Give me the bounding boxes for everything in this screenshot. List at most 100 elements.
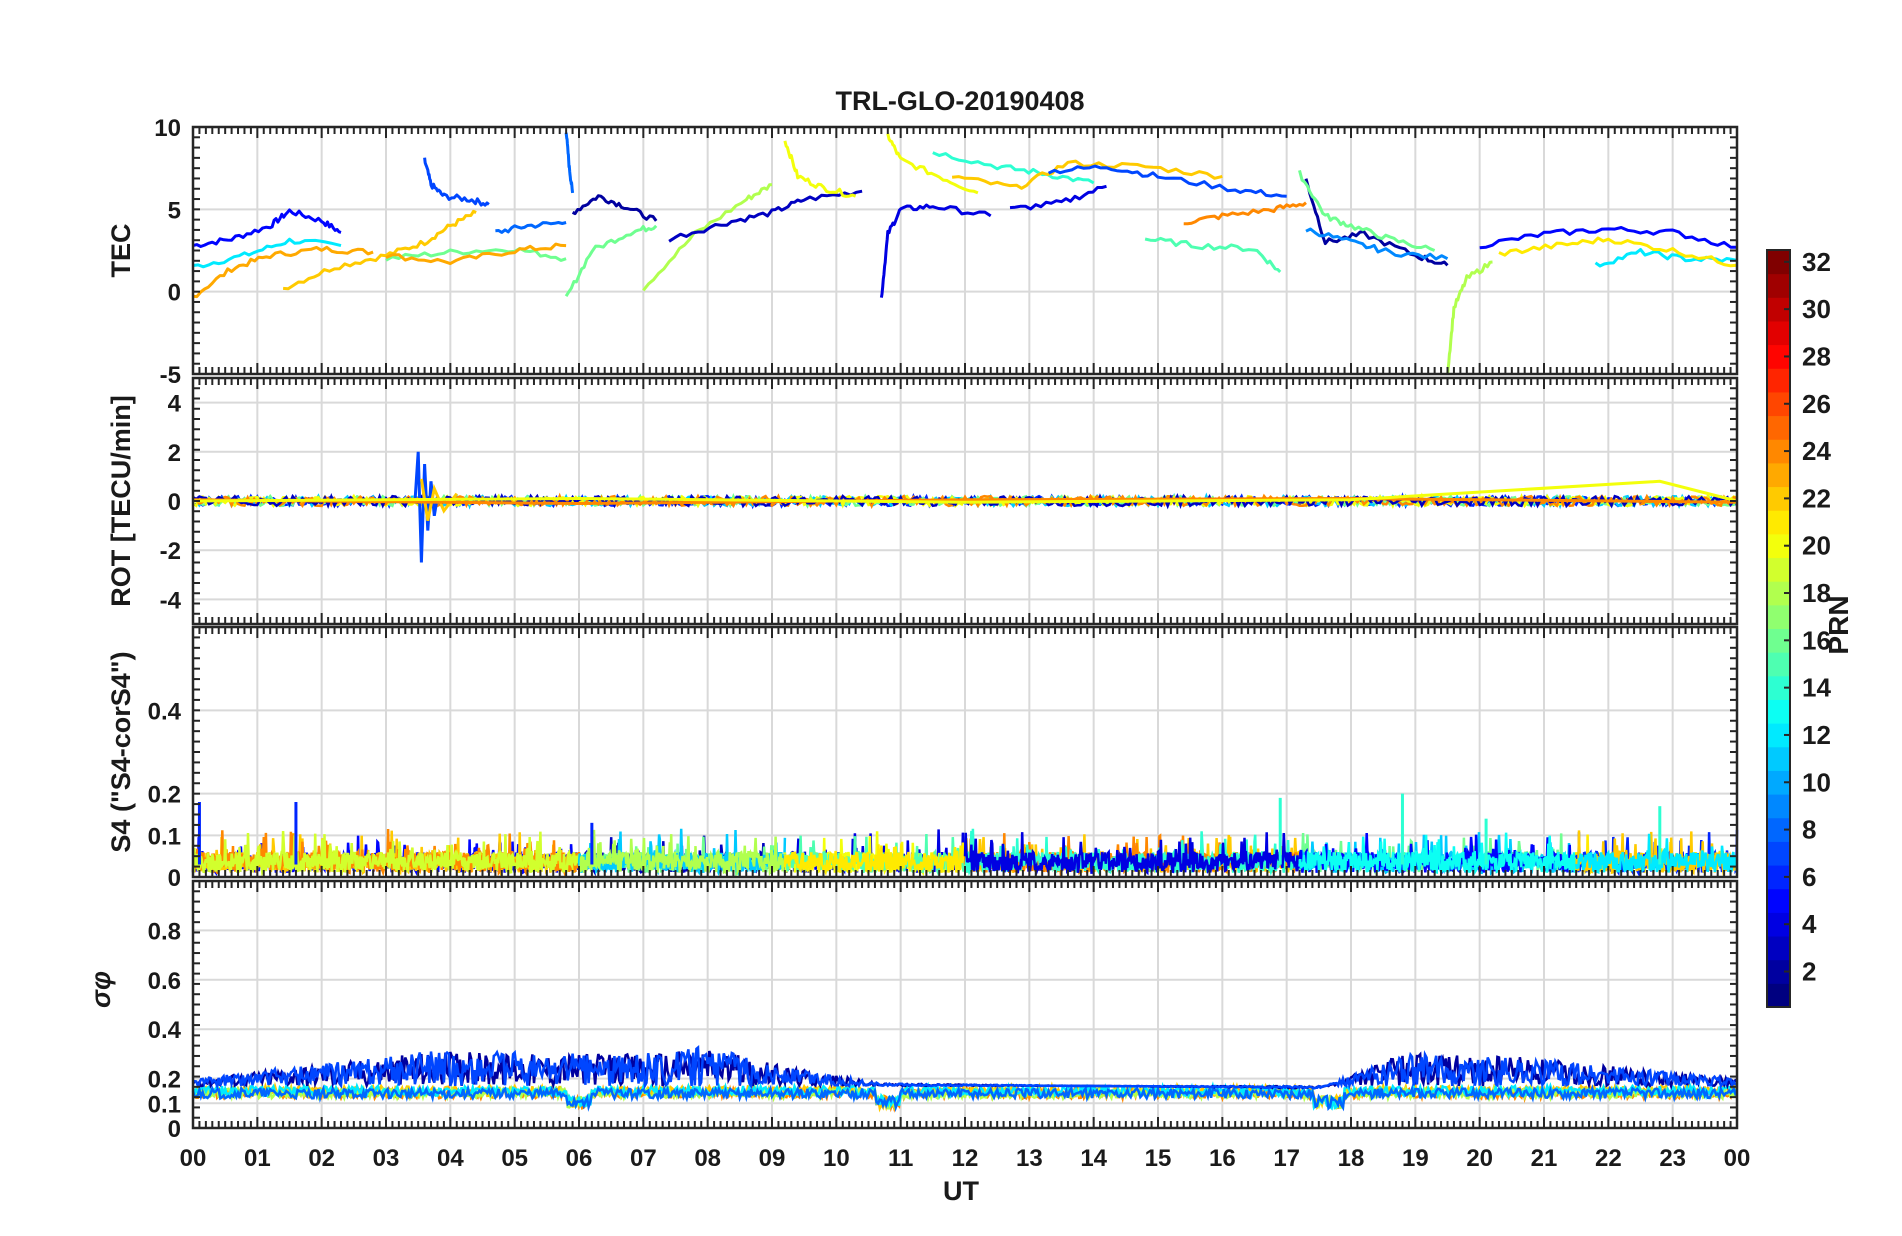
- colorbar-band: [1767, 320, 1790, 346]
- colorbar-band: [1767, 533, 1790, 559]
- rot-series-line: [413, 451, 439, 563]
- x-tick-label: 21: [1531, 1145, 1558, 1172]
- tec-series-line: [783, 140, 857, 198]
- y-tick-label: 0: [168, 489, 181, 516]
- colorbar-tick-label: 18: [1802, 578, 1831, 608]
- s4-series-line: [1574, 833, 1739, 875]
- tec-series-line: [564, 224, 658, 297]
- rot-series-line: [192, 479, 1738, 504]
- s4-panel: 0 0.1 0.2 0.4 S4 ("S4-corS4"): [106, 625, 1739, 892]
- colorbar-band: [1767, 912, 1790, 937]
- x-tick-label: 04: [437, 1145, 464, 1172]
- axes-frame: [191, 376, 1739, 626]
- colorbar-band: [1767, 368, 1790, 393]
- colorbar-band: [1767, 959, 1790, 984]
- colorbar-band: [1767, 841, 1790, 866]
- rot-panel: -4 -2 0 2 4 ROT [TECU/min]: [106, 376, 1739, 626]
- tec-series-line: [423, 157, 490, 207]
- y-tick-label: 10: [154, 115, 181, 142]
- colorbar-band: [1767, 344, 1790, 369]
- tec-series-line: [564, 132, 575, 194]
- tec-series-line: [193, 237, 342, 269]
- colorbar-label: PRN: [1823, 595, 1854, 654]
- tec-series-line: [282, 209, 477, 291]
- figure-title: TRL-GLO-20190408: [835, 86, 1084, 116]
- colorbar-band: [1767, 817, 1790, 842]
- colorbar-band: [1767, 628, 1790, 653]
- y-tick-label: -5: [160, 362, 181, 389]
- tec-series-line: [932, 151, 1095, 185]
- s4-series-line: [963, 832, 1301, 876]
- x-tick-label: 03: [373, 1145, 400, 1172]
- y-tick-label: 0: [168, 280, 181, 307]
- colorbar-band: [1767, 888, 1790, 913]
- y-tick-label: 0.1: [148, 823, 181, 850]
- sigma-phi-series-line: [191, 1083, 1738, 1113]
- tec-series-line: [1479, 226, 1737, 250]
- tec-series-line: [642, 183, 773, 292]
- y-tick-label: 0.4: [148, 698, 182, 725]
- y-tick-label: 0.2: [148, 782, 181, 809]
- y-tick-label: 2: [168, 440, 181, 467]
- sigma-phi-series-line: [192, 1045, 1738, 1091]
- colorbar-tick-label: 22: [1802, 483, 1831, 513]
- tec-series-line: [1498, 236, 1737, 268]
- colorbar-band: [1767, 746, 1790, 771]
- tec-series-line: [1298, 170, 1436, 252]
- colorbar-band: [1767, 250, 1790, 275]
- colorbar-band: [1767, 699, 1790, 724]
- colorbar-tick-label: 8: [1802, 815, 1816, 845]
- x-tick-label: 11: [888, 1145, 913, 1172]
- x-tick-label: 06: [566, 1145, 593, 1172]
- tec-y-axis-label: TEC: [106, 224, 136, 278]
- y-tick-label: 5: [168, 197, 181, 224]
- colorbar-tick-label: 14: [1802, 673, 1831, 703]
- x-tick-label: 20: [1466, 1145, 1493, 1172]
- x-tick-label: 17: [1273, 1145, 1300, 1172]
- x-tick-label: 16: [1209, 1145, 1236, 1172]
- tec-series-line: [1183, 201, 1307, 226]
- colorbar-band: [1767, 865, 1790, 890]
- colorbar-band: [1767, 391, 1790, 417]
- y-tick-label: 0.8: [148, 918, 181, 945]
- tec-series-line: [193, 208, 342, 248]
- tec-series-line: [495, 221, 567, 234]
- s4-y-axis-label: S4 ("S4-corS4"): [106, 651, 136, 852]
- colorbar-tick-label: 20: [1802, 531, 1831, 561]
- x-tick-label: 00: [180, 1145, 207, 1172]
- rot-series-line: [192, 496, 1738, 506]
- colorbar-band: [1767, 936, 1790, 961]
- colorbar-tick-label: 4: [1802, 909, 1817, 939]
- tec-series-line: [571, 194, 658, 222]
- tec-series-line: [886, 133, 979, 195]
- colorbar-tick-label: 26: [1802, 389, 1831, 419]
- y-tick-label: 4: [168, 391, 182, 418]
- x-tick-label: 05: [501, 1145, 528, 1172]
- colorbar-band: [1767, 652, 1790, 677]
- y-tick-label: 0.6: [148, 968, 181, 995]
- tec-series-line: [1144, 236, 1282, 273]
- colorbar-tick-label: 24: [1802, 436, 1831, 466]
- colorbar-tick-label: 16: [1802, 625, 1831, 655]
- x-tick-label: 08: [694, 1145, 721, 1172]
- colorbar-tick-label: 28: [1802, 341, 1831, 371]
- tec-series-line: [1047, 164, 1287, 198]
- y-tick-label: 0: [168, 865, 181, 892]
- colorbar-band: [1767, 439, 1790, 464]
- colorbar-tick-label: 10: [1802, 767, 1831, 797]
- y-tick-label: -4: [160, 587, 182, 614]
- colorbar-band: [1767, 486, 1790, 511]
- rot-series-line: [419, 478, 458, 521]
- s4-series-line: [578, 829, 787, 877]
- colorbar-band: [1767, 770, 1790, 795]
- tec-series-line: [385, 242, 567, 266]
- axes-frame: [191, 125, 1739, 376]
- x-tick-label: 12: [952, 1145, 979, 1172]
- s4-series-line: [1298, 832, 1578, 876]
- tec-series-line: [1009, 184, 1107, 211]
- x-tick-label: 19: [1402, 1145, 1429, 1172]
- colorbar-tick-label: 12: [1802, 720, 1831, 750]
- colorbar-band: [1767, 983, 1790, 1008]
